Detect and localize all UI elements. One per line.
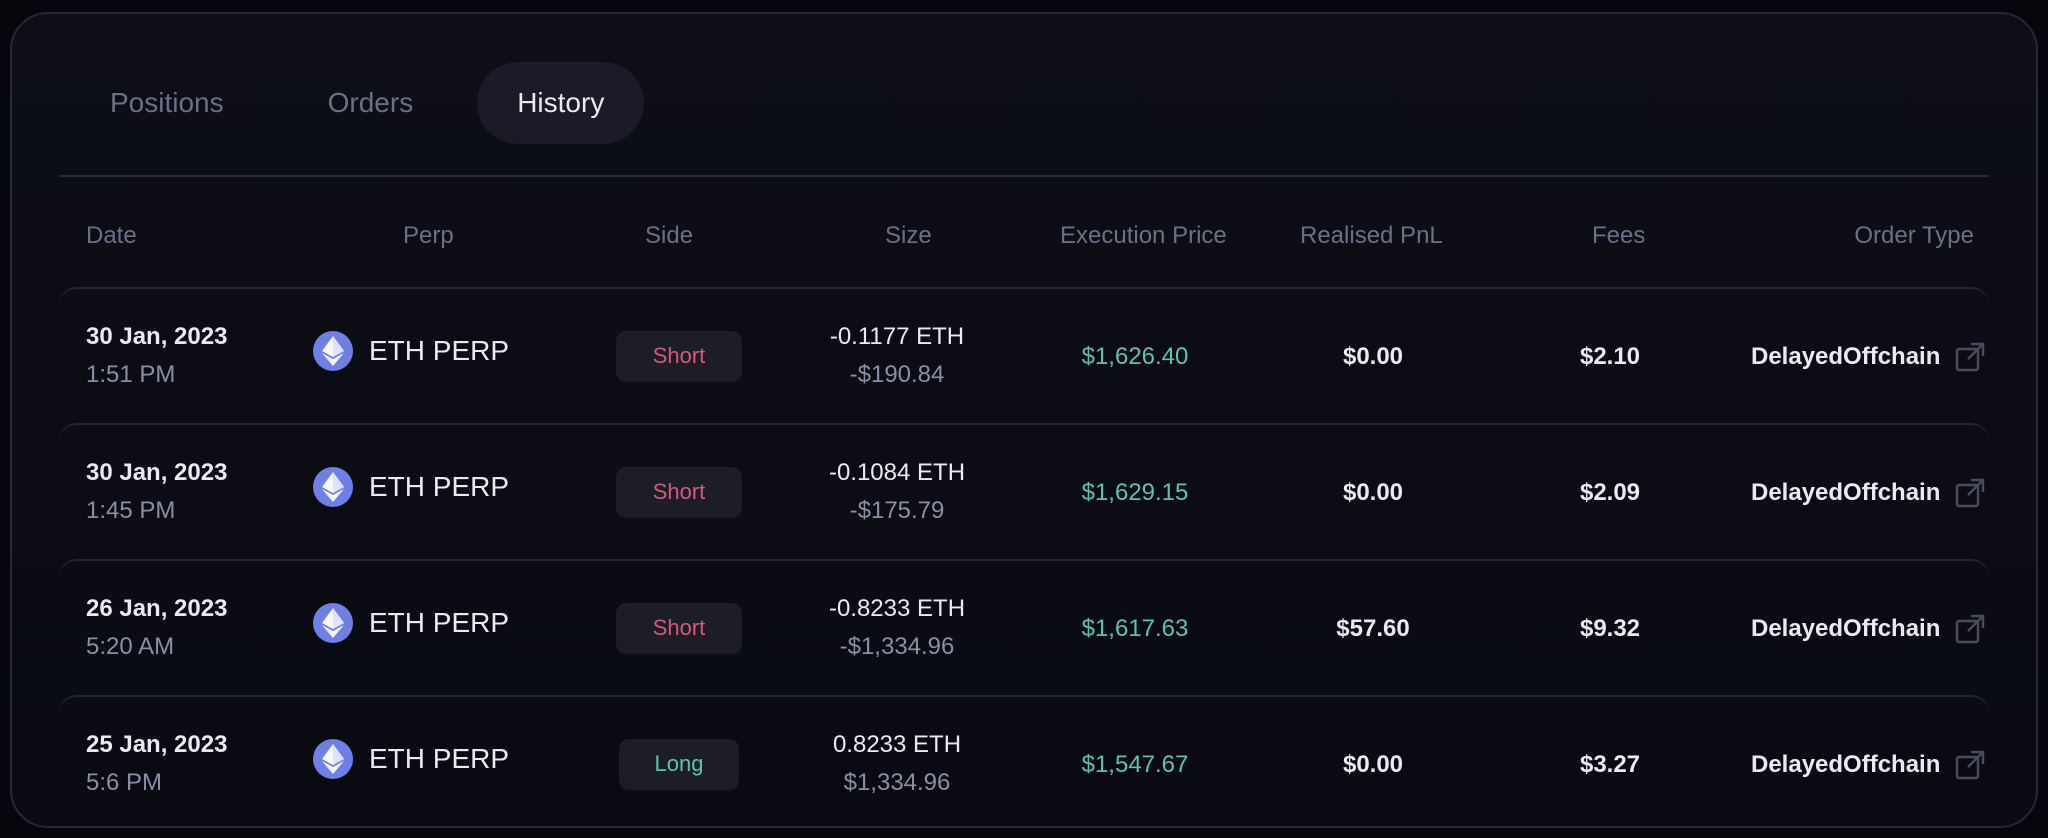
row-fees: $2.09 xyxy=(1579,479,1641,506)
row-date: 25 Jan, 2023 xyxy=(86,731,228,758)
row-date: 26 Jan, 2023 xyxy=(86,595,228,622)
order-type-label: DelayedOffchain xyxy=(1751,479,1941,506)
row-realised-pnl: $0.00 xyxy=(1342,343,1404,370)
row-perp: ETH PERP xyxy=(313,739,509,779)
ethereum-icon xyxy=(313,467,353,507)
table-row: 25 Jan, 2023 5:6 PM ETH PERP Long 0.8233… xyxy=(59,695,1989,794)
row-fees: $9.32 xyxy=(1579,615,1641,642)
column-header-date: Date xyxy=(86,222,137,249)
row-time: 5:20 AM xyxy=(86,633,175,660)
row-order-type: DelayedOffchain xyxy=(1751,613,1986,645)
ethereum-icon xyxy=(313,331,353,371)
external-link-icon[interactable] xyxy=(1954,613,1986,645)
table-row: 30 Jan, 2023 1:51 PM ETH PERP Short -0.1… xyxy=(59,287,1989,422)
side-badge-short: Short xyxy=(616,603,742,653)
row-time: 5:6 PM xyxy=(86,769,163,794)
table-row: 26 Jan, 2023 5:20 AM ETH PERP Short -0.8… xyxy=(59,559,1989,694)
ethereum-icon xyxy=(313,603,353,643)
tab-bar: Positions Orders History xyxy=(70,62,668,144)
row-date: 30 Jan, 2023 xyxy=(86,323,228,350)
row-order-type: DelayedOffchain xyxy=(1751,749,1986,781)
external-link-icon[interactable] xyxy=(1954,749,1986,781)
tab-orders[interactable]: Orders xyxy=(327,87,414,118)
row-time: 1:51 PM xyxy=(86,361,176,388)
row-date: 30 Jan, 2023 xyxy=(86,459,228,486)
column-header-fees: Fees xyxy=(1592,222,1646,249)
row-order-type: DelayedOffchain xyxy=(1751,341,1986,373)
order-type-label: DelayedOffchain xyxy=(1751,751,1941,778)
row-fees: $2.10 xyxy=(1579,343,1641,370)
row-perp: ETH PERP xyxy=(313,603,509,643)
perp-label: ETH PERP xyxy=(369,335,510,366)
ethereum-icon xyxy=(313,739,353,779)
order-type-label: DelayedOffchain xyxy=(1751,615,1941,642)
column-header-side: Side xyxy=(645,222,694,249)
history-table-body: 30 Jan, 2023 1:51 PM ETH PERP Short -0.1… xyxy=(59,287,1989,794)
row-realised-pnl: $0.00 xyxy=(1342,751,1404,778)
row-perp: ETH PERP xyxy=(313,331,509,371)
row-size-usd: $1,334.96 xyxy=(843,769,951,794)
column-header-order-type: Order Type xyxy=(1854,222,1974,249)
side-badge-long: Long xyxy=(619,739,739,789)
row-perp: ETH PERP xyxy=(313,467,509,507)
column-header-size: Size xyxy=(885,222,932,249)
row-size-usd: -$190.84 xyxy=(849,361,945,388)
row-order-type: DelayedOffchain xyxy=(1751,477,1986,509)
row-execution-price: $1,547.67 xyxy=(1081,751,1189,778)
row-time: 1:45 PM xyxy=(86,497,176,524)
column-header-execution-price: Execution Price xyxy=(1060,222,1227,249)
column-header-realised-pnl: Realised PnL xyxy=(1300,222,1443,249)
row-size: -0.1084 ETH xyxy=(828,459,966,486)
trade-history-panel: Positions Orders History Date Perp Side … xyxy=(10,12,2038,828)
perp-label: ETH PERP xyxy=(369,607,510,638)
row-execution-price: $1,629.15 xyxy=(1081,479,1189,506)
row-execution-price: $1,617.63 xyxy=(1081,615,1189,642)
table-row: 30 Jan, 2023 1:45 PM ETH PERP Short -0.1… xyxy=(59,423,1989,558)
row-size: -0.8233 ETH xyxy=(828,595,966,622)
row-size: 0.8233 ETH xyxy=(832,731,962,758)
row-execution-price: $1,626.40 xyxy=(1081,343,1189,370)
tab-positions[interactable]: Positions xyxy=(110,87,224,118)
column-header-perp: Perp xyxy=(403,222,454,249)
row-fees: $3.27 xyxy=(1579,751,1641,778)
row-size-usd: -$1,334.96 xyxy=(839,633,955,660)
external-link-icon[interactable] xyxy=(1954,341,1986,373)
perp-label: ETH PERP xyxy=(369,743,510,774)
table-header: Date Perp Side Size Execution Price Real… xyxy=(59,210,1989,262)
row-realised-pnl: $0.00 xyxy=(1342,479,1404,506)
order-type-label: DelayedOffchain xyxy=(1751,343,1941,370)
tab-history[interactable]: History xyxy=(477,62,645,144)
row-realised-pnl: $57.60 xyxy=(1336,615,1410,642)
external-link-icon[interactable] xyxy=(1954,477,1986,509)
row-size-usd: -$175.79 xyxy=(849,497,945,524)
row-size: -0.1177 ETH xyxy=(829,323,965,350)
side-badge-short: Short xyxy=(616,467,742,517)
header-divider xyxy=(59,175,1989,177)
side-badge-short: Short xyxy=(616,331,742,381)
perp-label: ETH PERP xyxy=(369,471,510,502)
